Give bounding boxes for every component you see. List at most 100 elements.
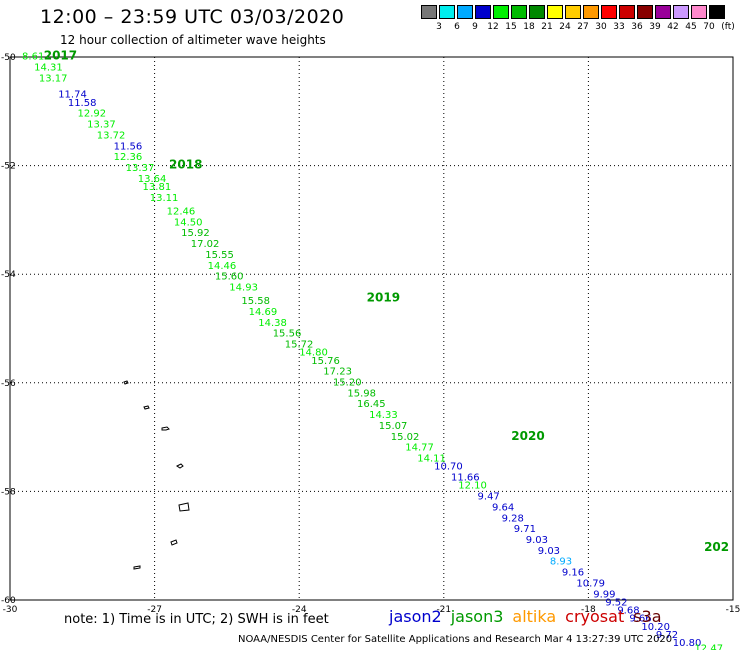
wave-height-label: 14.38 — [258, 318, 287, 329]
wave-height-label: 13.81 — [143, 182, 172, 193]
wave-height-label: 14.80 — [299, 348, 328, 359]
color-swatch — [511, 5, 527, 19]
wave-height-label: 13.37 — [126, 163, 155, 174]
wave-height-label: 17.02 — [191, 239, 220, 250]
wave-height-label: 9.03 — [526, 535, 548, 546]
color-swatch — [601, 5, 617, 19]
year-label: 2017 — [44, 49, 77, 63]
island-outline — [176, 463, 184, 469]
color-scale-label: 70 — [703, 22, 715, 32]
legend-jason3: jason3 — [450, 607, 504, 626]
color-scale-label: 21 — [541, 22, 553, 32]
credit-footer: NOAA/NESDIS Center for Satellite Applica… — [238, 634, 673, 645]
color-scale-label: 42 — [667, 22, 679, 32]
legend-altika: altika — [512, 607, 557, 626]
wave-height-label: 10.80 — [673, 638, 702, 649]
color-swatch — [565, 5, 581, 19]
color-scale-label: 6 — [454, 22, 460, 32]
color-scale-label: 12 — [487, 22, 499, 32]
color-scale-label: 3 — [436, 22, 442, 32]
color-swatch — [529, 5, 545, 19]
wave-height-label: 8.61 — [22, 52, 44, 63]
year-label: 202 — [704, 540, 729, 554]
color-swatch — [673, 5, 689, 19]
island-outline — [170, 539, 178, 546]
wave-height-label: 15.76 — [311, 356, 340, 367]
wave-height-label: 12.92 — [77, 109, 106, 120]
wave-height-label: 14.77 — [405, 443, 434, 454]
wave-height-label: 9.68 — [617, 606, 639, 617]
color-scale-label: 18 — [523, 22, 535, 32]
year-label: 2020 — [511, 429, 544, 443]
wave-height-label: 13.37 — [87, 120, 116, 131]
wave-height-label: 11.66 — [451, 473, 480, 484]
color-swatch — [655, 5, 671, 19]
note-text: note: 1) Time is in UTC; 2) SWH is in fe… — [64, 612, 329, 627]
wave-height-label: 13.72 — [97, 130, 126, 141]
island-outline — [133, 565, 141, 570]
color-scale-label: 24 — [559, 22, 571, 32]
wave-height-label: 11.56 — [114, 141, 143, 152]
longitude-tick-label: -18 — [581, 605, 596, 615]
island-outline — [161, 426, 170, 431]
wave-height-label: 9.72 — [656, 630, 678, 641]
island-outline — [178, 502, 190, 512]
color-scale-unit: (ft) — [721, 22, 735, 32]
wave-height-label: 12.36 — [114, 152, 143, 163]
wave-height-label: 10.79 — [576, 578, 605, 589]
color-swatch — [457, 5, 473, 19]
wave-height-label: 9.71 — [514, 524, 536, 535]
wave-height-label: 12.10 — [458, 481, 487, 492]
longitude-tick-label: -24 — [292, 605, 307, 615]
wave-height-label: 13.17 — [39, 73, 68, 84]
wave-height-label: 15.92 — [181, 228, 210, 239]
island-outline — [143, 405, 150, 410]
color-scale-label: 39 — [649, 22, 661, 32]
wave-height-label: 9.99 — [593, 589, 615, 600]
wave-height-label: 17.23 — [323, 367, 352, 378]
wave-height-label: 12.47 — [694, 644, 723, 650]
wave-height-label: 15.56 — [273, 329, 302, 340]
wave-height-label: 9.16 — [562, 568, 584, 579]
color-scale-label: 36 — [631, 22, 643, 32]
latitude-tick-label: -58 — [1, 487, 16, 497]
wave-height-label: 14.31 — [34, 63, 63, 74]
wave-height-label: 13.11 — [150, 193, 179, 204]
latitude-tick-label: -50 — [1, 53, 16, 63]
wave-height-label: 15.98 — [347, 388, 376, 399]
wave-height-label: 14.93 — [229, 282, 258, 293]
map-subtitle: 12 hour collection of altimeter wave hei… — [60, 33, 326, 47]
color-swatch — [475, 5, 491, 19]
legend-jason2: jason2 — [389, 607, 442, 626]
color-swatch — [439, 5, 455, 19]
color-scale-label: 33 — [613, 22, 625, 32]
wave-height-label: 15.72 — [285, 340, 314, 351]
wave-height-label: 15.02 — [391, 432, 420, 443]
color-swatch — [583, 5, 599, 19]
wave-height-label: 10.20 — [641, 622, 670, 633]
wave-height-label: 9.47 — [478, 492, 500, 503]
latitude-tick-label: -56 — [1, 379, 16, 389]
wave-height-label: 14.46 — [208, 261, 237, 272]
wave-height-label: 9.66 — [629, 614, 651, 625]
longitude-tick-label: -21 — [436, 605, 451, 615]
wave-height-label: 15.58 — [241, 296, 270, 307]
wave-height-label: 15.60 — [215, 272, 244, 283]
wave-height-label: 14.33 — [369, 410, 398, 421]
latitude-tick-label: -52 — [1, 162, 16, 172]
legend-s3a: s3a — [633, 607, 662, 626]
color-scale-label: 15 — [505, 22, 517, 32]
wave-height-label: 8.93 — [550, 557, 572, 568]
color-scale-label: 27 — [577, 22, 589, 32]
wave-height-label: 9.64 — [492, 502, 514, 513]
map-title: 12:00 – 23:59 UTC 03/03/2020 — [40, 6, 345, 28]
wave-height-label: 11.74 — [58, 90, 87, 101]
wave-height-label: 9.52 — [605, 597, 627, 608]
wave-height-label: 15.20 — [333, 378, 362, 389]
satellite-legend: jason2 jason3 altika cryosat s3a — [389, 607, 671, 626]
year-label: 2019 — [367, 290, 400, 304]
longitude-tick-label: -30 — [3, 605, 18, 615]
wave-height-label: 14.69 — [249, 307, 278, 318]
year-label: 2018 — [169, 157, 202, 171]
